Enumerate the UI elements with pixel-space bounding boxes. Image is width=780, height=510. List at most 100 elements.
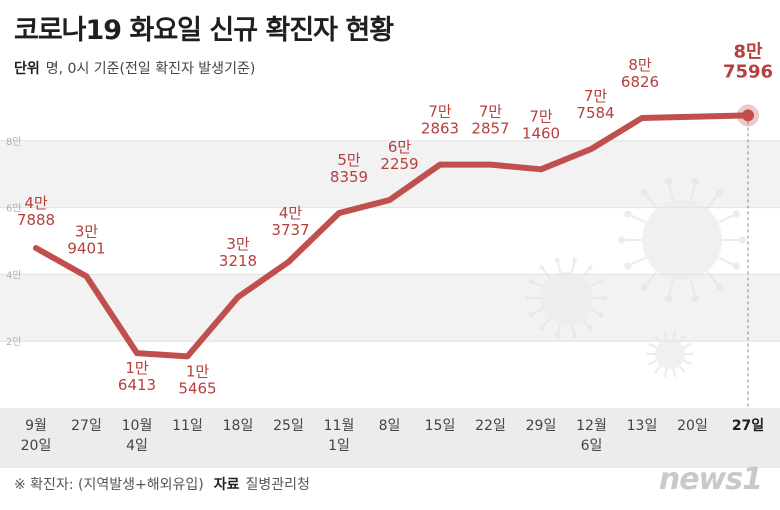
virus-spike: [645, 270, 658, 286]
data-label-value: 3218: [219, 252, 257, 270]
virus-spike: [717, 256, 735, 267]
data-label-value: 7888: [17, 211, 55, 229]
virus-spike: [649, 359, 657, 365]
background-bands: [0, 140, 780, 468]
series-line: [33, 104, 759, 408]
band: [0, 274, 780, 342]
x-tick-label: 22일: [475, 418, 506, 434]
virus-spike: [678, 365, 685, 372]
virus-spike: [581, 317, 591, 329]
virus-knob: [673, 374, 677, 378]
page-title: 코로나19 화요일 신규 확진자 현황: [14, 15, 394, 46]
y-tick-label: 2만: [6, 336, 22, 348]
data-label: 8만: [733, 41, 763, 62]
virus-spike: [570, 323, 576, 335]
virus-spike: [668, 183, 675, 202]
virus-spike: [706, 270, 719, 286]
virus-knob: [640, 189, 649, 197]
data-label-value: 2259: [380, 155, 418, 173]
virus-body: [642, 200, 722, 280]
virus-knob: [528, 312, 534, 318]
virus-knob: [572, 257, 578, 263]
virus-knob: [663, 374, 667, 378]
y-tick-label: 4만: [6, 269, 22, 281]
x-tick-label: 12월: [576, 418, 607, 434]
virus-body: [655, 339, 685, 369]
virus-icon-medium: [524, 257, 608, 339]
virus-knob: [738, 236, 746, 244]
footer: ※ 확진자: (지역발생+해외유입) 자료 질병관리청: [14, 474, 310, 494]
virus-knob: [648, 342, 652, 346]
data-label-value: 5465: [178, 379, 216, 397]
virus-spike: [531, 308, 544, 316]
virus-knob: [673, 330, 677, 334]
data-labels: 4만78883만94011만64131만54653만32184만37375만83…: [17, 41, 773, 397]
virus-spike: [649, 343, 657, 349]
data-label-value: 8359: [330, 168, 368, 186]
data-label: 7만: [428, 103, 452, 121]
virus-knob: [732, 210, 740, 218]
news1-logo: news1: [658, 462, 763, 497]
unit-note: 단위 명, 0시 기준(전일 확진자 발생기준): [14, 58, 255, 78]
x-tick-label-sub: 6일: [581, 438, 603, 454]
x-tick-label: 25일: [273, 418, 304, 434]
x-tick-label: 15일: [425, 418, 456, 434]
virus-spike: [556, 261, 562, 273]
virus-knob: [646, 352, 649, 356]
x-tick-label: 29일: [526, 418, 557, 434]
x-tick-label: 8일: [379, 418, 401, 434]
virus-knob: [572, 333, 578, 339]
x-tick-label-sub: 1일: [328, 438, 350, 454]
virus-knob: [691, 294, 699, 303]
virus-knob: [732, 262, 740, 270]
x-tick-label: 27일: [732, 418, 764, 434]
data-label: 7만: [584, 87, 608, 105]
virus-knob: [663, 330, 667, 334]
virus-decorations: [524, 177, 746, 378]
virus-knob: [688, 362, 692, 366]
data-label-value: 6413: [118, 376, 156, 394]
virus-knob: [602, 295, 608, 301]
virus-spike: [531, 280, 544, 288]
x-tick-label-sub: 20일: [21, 438, 52, 454]
virus-spike: [581, 267, 591, 279]
virus-icon-small: [646, 330, 694, 378]
virus-spike: [689, 278, 696, 297]
virus-spike: [556, 323, 562, 335]
virus-spike: [672, 332, 676, 340]
x-tick-label: 11월: [324, 418, 355, 434]
virus-spike: [706, 194, 719, 210]
virus-spike: [655, 365, 662, 372]
x-axis-band: [0, 408, 780, 468]
virus-knob: [640, 283, 649, 291]
virus-spike: [629, 213, 647, 224]
data-label: 4만: [24, 194, 48, 212]
virus-knob: [688, 342, 692, 346]
virus-knob: [665, 177, 673, 186]
virus-knob: [648, 362, 652, 366]
data-label: 5만: [337, 151, 361, 169]
virus-knob: [691, 177, 699, 186]
x-axis: 9월 20일 27일 10월 4일 11일 18일 25일 11월 1일 8일 15일 22일 29일 12…: [21, 418, 765, 454]
x-tick-label: 11일: [172, 418, 203, 434]
data-label: 4만: [279, 204, 303, 222]
x-tick-label: 27일: [71, 418, 102, 434]
data-label: 6만: [388, 138, 412, 156]
virus-spike: [570, 261, 576, 273]
virus-knob: [539, 265, 545, 270]
virus-knob: [539, 326, 545, 331]
source-text: 질병관리청: [245, 477, 310, 493]
virus-knob: [598, 312, 604, 318]
virus-knob: [587, 326, 593, 331]
virus-spike: [672, 368, 676, 376]
data-label: 1만: [125, 359, 149, 377]
y-tick-label: 6만: [6, 203, 22, 215]
data-label-value: 2857: [471, 120, 509, 138]
virus-knob: [598, 278, 604, 284]
data-label: 8만: [628, 56, 652, 74]
data-label-value: 7584: [576, 104, 614, 122]
virus-spike: [541, 317, 551, 329]
series-line-path: [33, 112, 751, 360]
virus-spike: [683, 359, 691, 365]
virus-spike: [541, 267, 551, 279]
